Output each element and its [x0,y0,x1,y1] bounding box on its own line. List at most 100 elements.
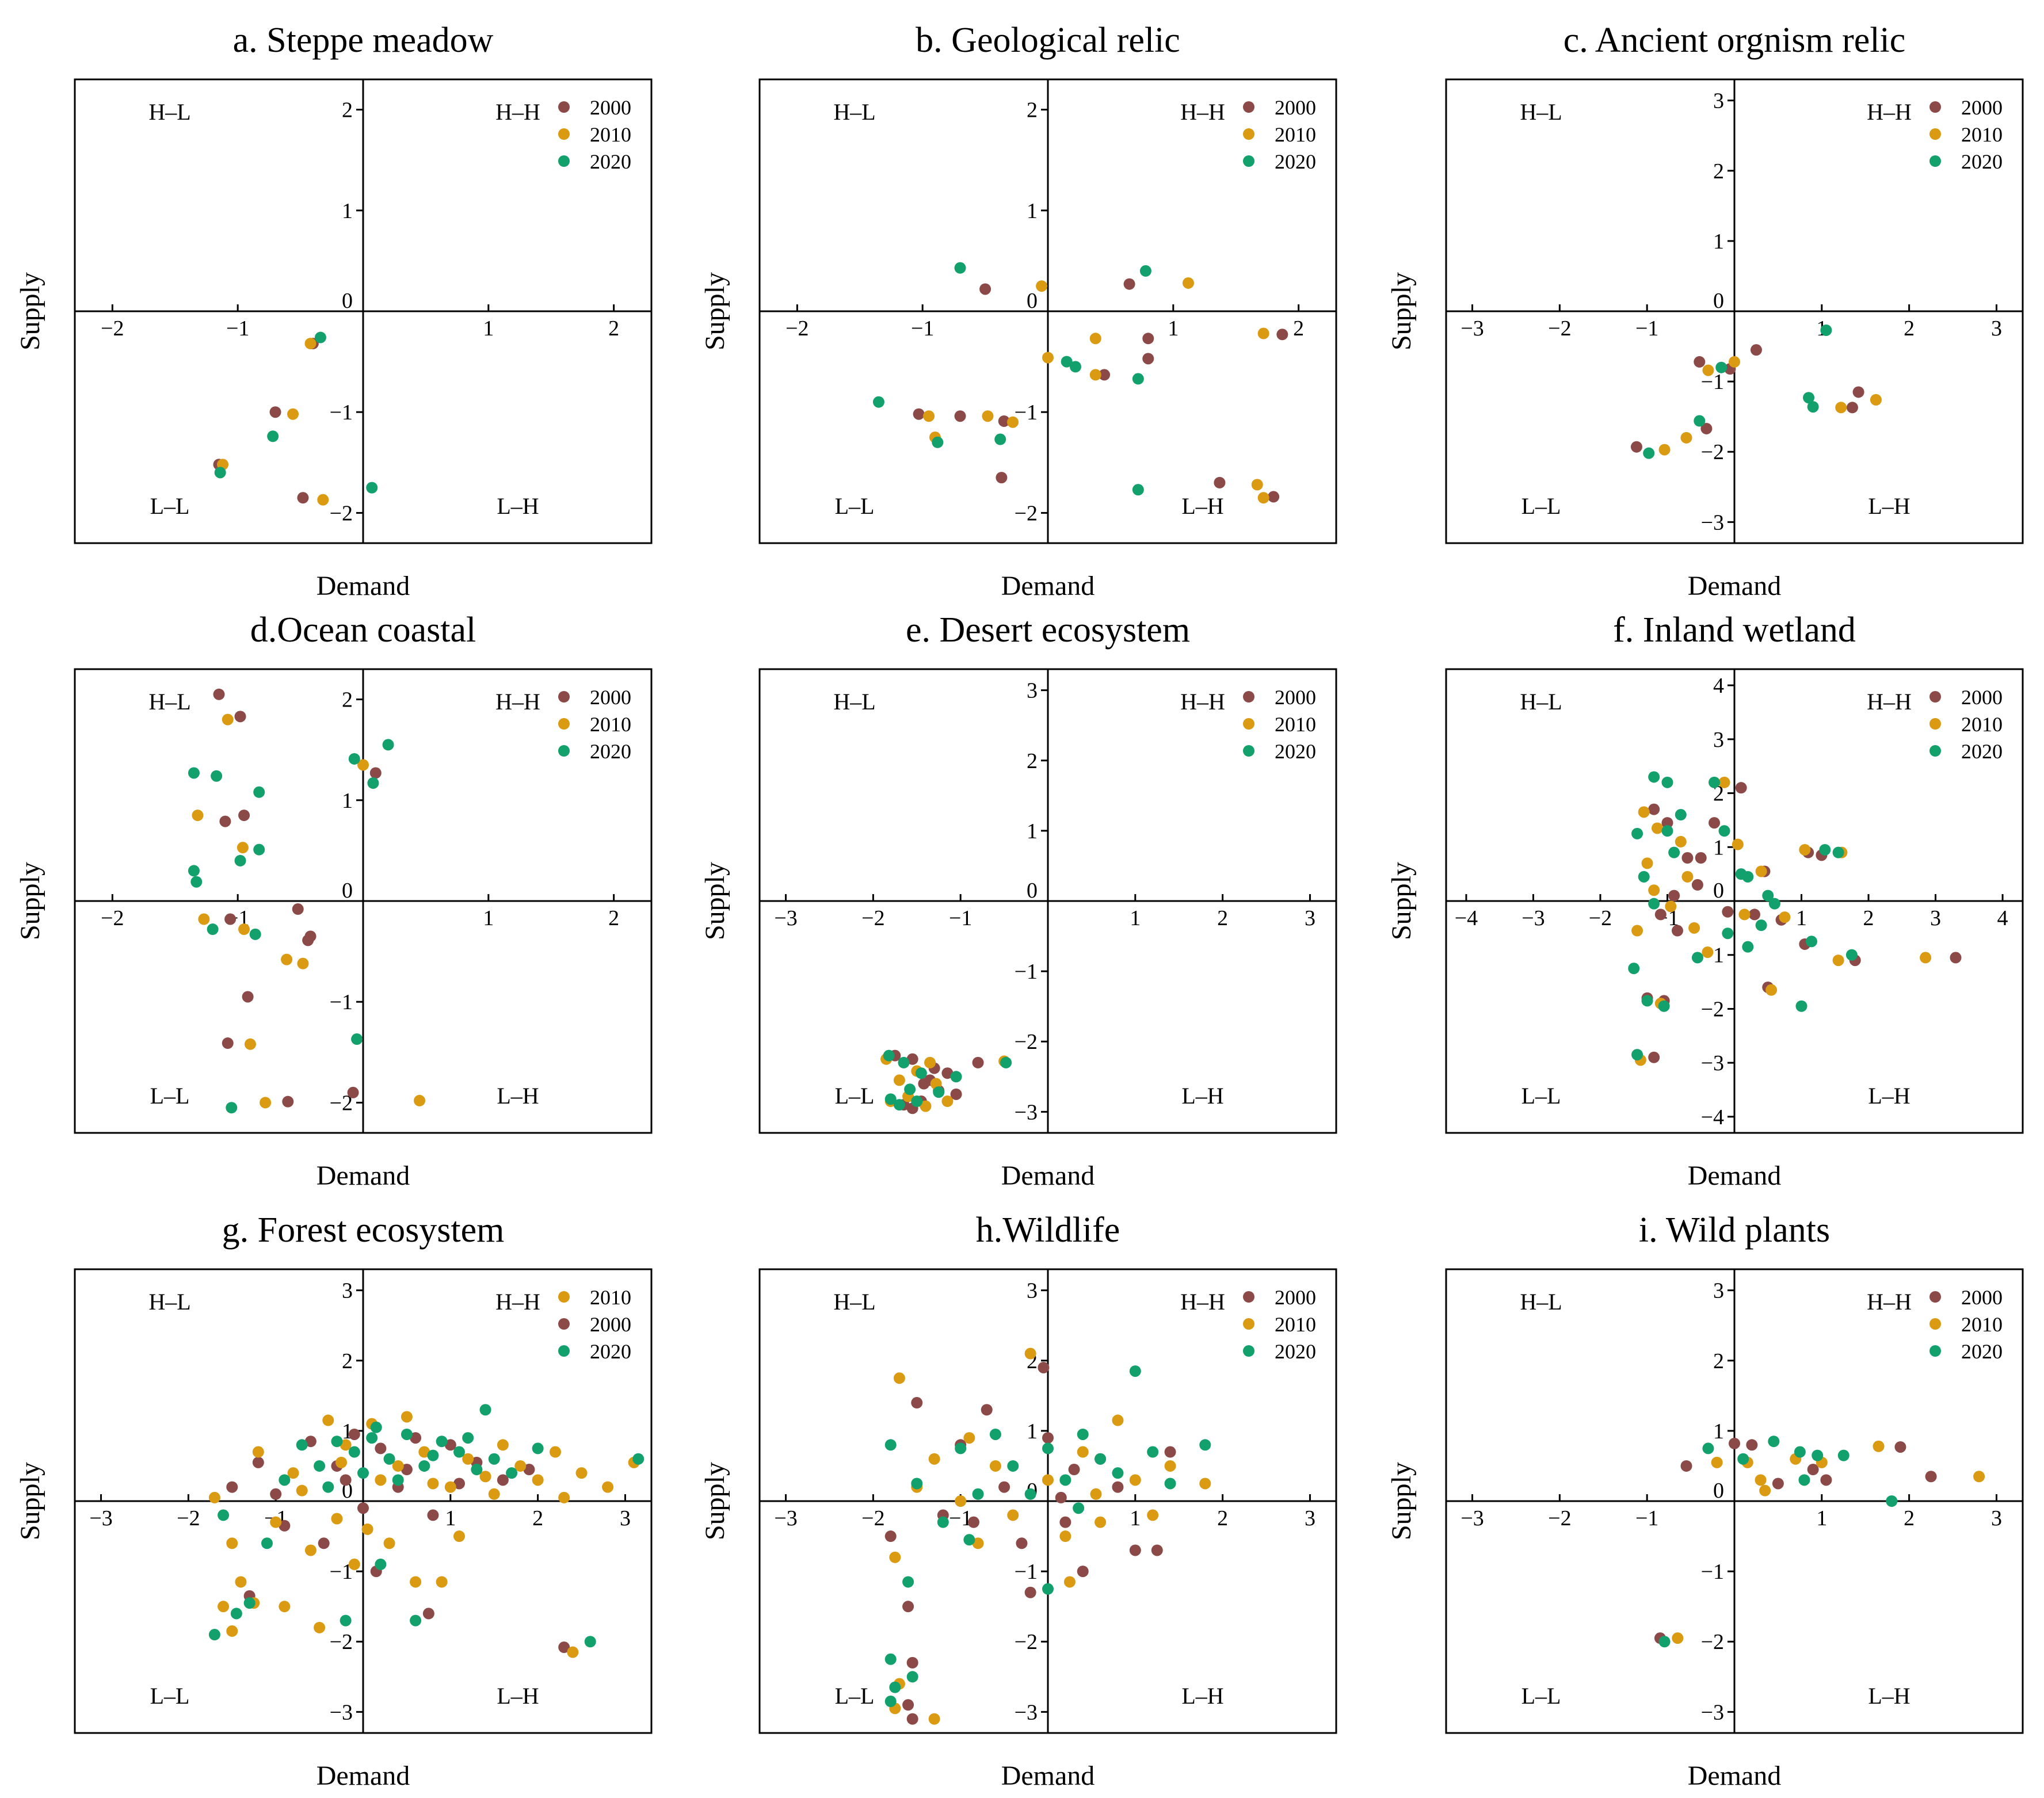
data-point-2020 [933,1086,945,1098]
data-point-2010 [924,1056,936,1068]
data-point-2000 [1950,952,1962,964]
data-point-2000 [906,1053,918,1065]
quadrant-label-ll: L–L [835,1683,875,1709]
data-point-2000 [902,1601,914,1613]
data-point-2000 [444,1439,456,1451]
data-point-2020 [211,770,223,782]
data-point-2020 [1819,843,1831,856]
data-point-2020 [1112,1467,1124,1479]
data-point-2010 [1759,1484,1771,1497]
quadrant-label-hh: H–H [495,1289,540,1315]
quadrant-label-hl: H–L [1520,1289,1562,1315]
data-point-2000 [222,1037,234,1049]
data-point-2020 [898,1056,910,1068]
data-point-2000 [219,815,231,827]
legend-marker [1243,1291,1254,1303]
y-tick-label: −1 [330,990,353,1014]
y-tick-label: 1 [1027,199,1038,223]
data-point-2020 [902,1576,914,1588]
data-point-2000 [1748,908,1760,921]
chart-title: c. Ancient orgnism relic [1563,21,1906,60]
chart-panel-9: i. Wild plants −3 −2 −1 1 2 3 −3 −2 −1 0 1 2 3 Demand S… [1386,1211,2024,1791]
data-point-2000 [902,1699,914,1711]
data-point-2000 [1668,890,1680,902]
data-point-2010 [270,1516,282,1528]
data-point-2010 [893,1372,905,1384]
legend-label: 2020 [1961,740,2003,763]
data-point-2000 [1750,344,1762,356]
y-tick-label: 2 [342,98,353,123]
data-point-2000 [1820,1474,1832,1486]
legend-label: 2000 [590,96,631,119]
data-point-2010 [304,1544,316,1556]
data-point-2020 [1794,1446,1806,1458]
data-point-2020 [1631,1049,1643,1061]
legend-label: 2020 [590,150,631,173]
data-point-2020 [1768,898,1780,910]
y-tick-label: −1 [1015,960,1038,984]
chart-title: h.Wildlife [976,1211,1120,1250]
data-point-2000 [1142,333,1154,345]
data-point-2010 [222,713,234,726]
data-point-2020 [883,1049,895,1062]
x-tick-label: −1 [949,1506,972,1530]
data-point-2010 [453,1530,465,1543]
legend-label: 2000 [1275,96,1316,119]
data-point-2000 [1164,1446,1176,1458]
x-tick-label: 2 [1904,1506,1915,1530]
data-point-2020 [479,1404,491,1416]
chart-title: a. Steppe meadow [233,21,494,60]
data-point-2020 [383,1453,395,1465]
x-tick-label: 1 [1796,906,1807,930]
data-point-2020 [1069,361,1081,373]
legend-label: 2020 [1961,1340,2003,1363]
data-point-2010 [260,1097,272,1109]
data-point-2010 [1675,835,1687,848]
data-point-2000 [375,1442,387,1455]
legend-label: 2010 [590,1286,631,1309]
y-axis-title: Supply [1386,862,1417,940]
y-axis-title: Supply [15,1462,45,1540]
y-tick-label: 2 [342,1349,353,1373]
data-point-2000 [238,810,250,822]
data-point-2000 [1709,817,1721,829]
data-point-2010 [923,410,935,422]
data-point-2020 [462,1432,474,1444]
legend-label: 2010 [1275,1313,1316,1336]
data-point-2020 [872,396,884,408]
data-point-2000 [1661,817,1673,829]
data-point-2020 [1641,995,1653,1007]
data-point-2020 [1837,1449,1849,1461]
data-point-2020 [314,331,326,343]
y-tick-label: 1 [1027,819,1038,843]
chart-panel-5: e. Desert ecosystem −3 −2 −1 1 2 3 −3 −2 −1 0 1 2 3 De… [700,610,1337,1191]
data-point-2020 [1812,1449,1824,1461]
quadrant-label-hh: H–H [1180,1289,1225,1315]
y-tick-label: −3 [1015,1100,1038,1124]
data-point-2020 [243,1597,255,1609]
legend-marker [1243,101,1254,113]
legend-marker [558,1345,570,1357]
data-point-2020 [370,1421,382,1433]
data-point-2020 [436,1436,448,1448]
data-point-2020 [1024,1488,1036,1500]
data-point-2020 [1803,392,1815,404]
data-point-2020 [1631,827,1643,839]
y-tick-label: −2 [330,1630,353,1654]
data-point-2010 [1702,364,1714,376]
data-point-2020 [488,1453,500,1465]
quadrant-label-ll: L–L [1521,1083,1561,1109]
x-tick-label: −3 [1460,316,1484,341]
data-point-2020 [884,1653,897,1665]
y-tick-label: 0 [342,289,353,313]
data-point-2020 [1628,963,1640,975]
y-tick-label: −1 [1701,1560,1724,1584]
data-point-2010 [296,1484,308,1497]
chart-title: i. Wild plants [1639,1211,1830,1250]
x-tick-label: −2 [1548,316,1571,341]
y-tick-label: 0 [1713,289,1724,313]
x-tick-label: 1 [1168,316,1179,341]
data-point-2020 [1742,941,1754,953]
data-point-2010 [1729,356,1740,368]
data-point-2000 [1268,491,1280,503]
